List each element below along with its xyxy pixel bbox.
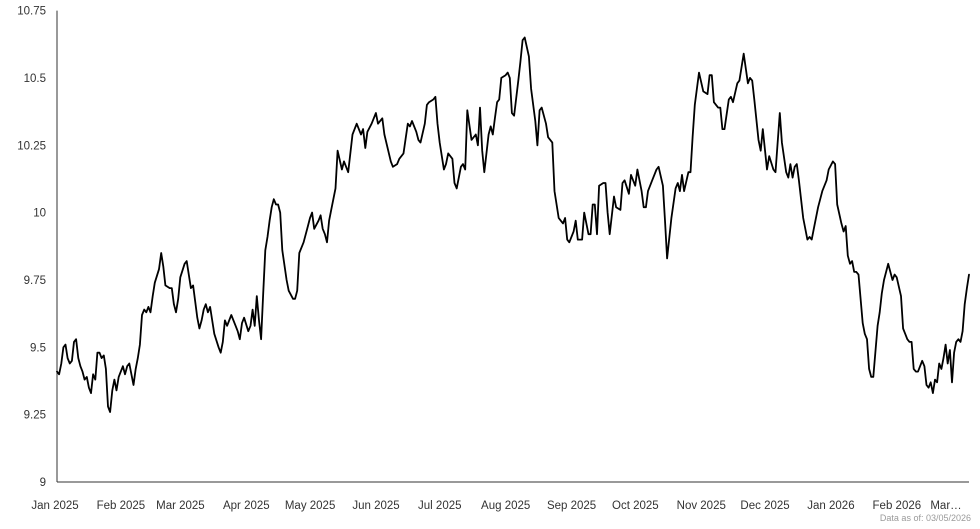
- y-axis-tick-label: 9.75: [24, 275, 46, 287]
- x-axis-tick-label: Oct 2025: [612, 500, 659, 512]
- x-axis-tick-label: Jan 2025: [31, 500, 78, 512]
- price-series-line: [56, 36, 970, 413]
- x-axis-tick-label: Jul 2025: [418, 500, 461, 512]
- y-axis-tick-label: 10.25: [17, 140, 46, 152]
- x-axis-tick-label: Mar…: [930, 500, 961, 512]
- y-axis-tick-label: 9.5: [30, 342, 46, 354]
- y-axis-tick-label: 10.5: [24, 73, 46, 85]
- x-axis-tick-label: May 2025: [285, 500, 336, 512]
- x-axis-tick-label: Apr 2025: [223, 500, 270, 512]
- x-axis-tick-label: Jan 2026: [807, 500, 854, 512]
- y-axis-tick-label: 10.75: [17, 6, 46, 18]
- x-axis-tick-label: Nov 2025: [677, 500, 726, 512]
- y-axis-tick-label: 9: [40, 477, 46, 489]
- x-axis-tick-label: Feb 2025: [97, 500, 146, 512]
- x-axis-tick-label: Jun 2025: [352, 500, 399, 512]
- x-axis-tick-label: Mar 2025: [156, 500, 205, 512]
- x-axis-tick-label: Dec 2025: [740, 500, 789, 512]
- y-axis-tick-label: 9.25: [24, 410, 46, 422]
- x-axis-tick-label: Sep 2025: [547, 500, 596, 512]
- data-as-of-note: Data as of: 03/05/2026: [879, 513, 971, 523]
- x-axis-tick-label: Aug 2025: [481, 500, 530, 512]
- x-axis-tick-label: Feb 2026: [873, 500, 922, 512]
- y-axis-tick-label: 10: [33, 208, 46, 220]
